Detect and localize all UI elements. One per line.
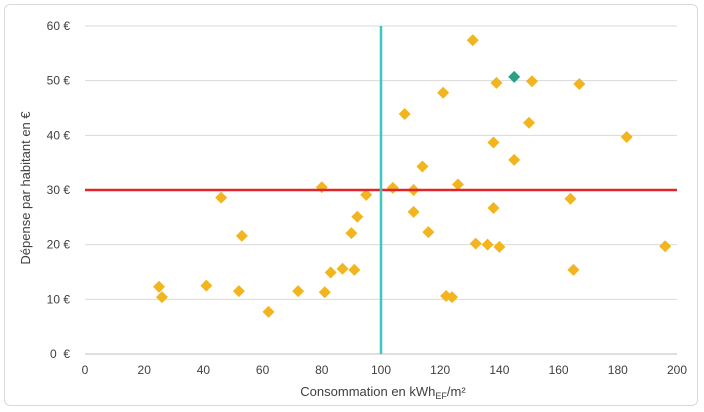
data-point: [481, 238, 494, 251]
x-tick-label: 100: [371, 363, 391, 377]
x-tick-label: 80: [315, 363, 329, 377]
data-point: [466, 34, 479, 47]
x-axis-label-suffix: /m²: [447, 384, 466, 399]
data-point: [315, 181, 328, 194]
y-tick-label: 20 €: [47, 238, 71, 252]
data-point: [446, 291, 459, 304]
data-point: [523, 116, 535, 129]
data-point: [386, 181, 399, 194]
data-point: [360, 188, 373, 201]
data-point: [153, 280, 165, 293]
y-tick-label: 50 €: [47, 74, 71, 88]
y-axis-label: Dépense par habitant en €: [18, 111, 33, 265]
y-tick-label: 30 €: [47, 183, 71, 197]
data-point: [567, 263, 580, 276]
y-axis-ticks: 0 € 10 € 20 € 30 € 40 € 50 € 60 €: [47, 19, 71, 361]
y-tick-label: 0 €: [50, 347, 70, 361]
y-tick-label: 60 €: [47, 19, 71, 33]
x-tick-label: 20: [138, 363, 152, 377]
data-point: [573, 77, 586, 90]
chart-frame: [4, 4, 698, 406]
data-point: [487, 202, 500, 215]
highlighted-data-point: [508, 70, 521, 83]
data-point: [235, 229, 248, 242]
data-point: [659, 240, 672, 253]
x-tick-label: 40: [197, 363, 211, 377]
data-point: [262, 305, 275, 318]
data-point: [490, 76, 503, 89]
data-point: [525, 75, 538, 88]
data-point: [200, 279, 213, 292]
x-tick-label: 0: [82, 363, 89, 377]
x-axis-label: Consommation en kWhEF/m²: [300, 384, 466, 401]
data-point: [324, 266, 337, 279]
data-points: [153, 34, 672, 318]
data-point: [345, 227, 358, 240]
data-point: [451, 178, 464, 191]
data-point: [407, 205, 420, 218]
data-point: [620, 130, 633, 143]
reference-lines: [85, 26, 677, 354]
data-point: [564, 192, 577, 205]
y-tick-label: 10 €: [47, 292, 71, 306]
x-axis-label-prefix: Consommation en kWh: [300, 384, 435, 399]
data-point: [348, 263, 361, 276]
data-point: [398, 108, 411, 121]
data-point: [292, 285, 305, 298]
data-point: [155, 291, 168, 304]
x-tick-label: 200: [667, 363, 687, 377]
data-point: [487, 136, 500, 149]
data-point: [493, 240, 506, 253]
data-point: [336, 262, 349, 275]
data-point: [437, 86, 450, 99]
x-tick-label: 160: [549, 363, 569, 377]
data-point: [508, 153, 521, 166]
x-tick-label: 180: [608, 363, 628, 377]
x-tick-label: 140: [489, 363, 509, 377]
data-point: [232, 285, 245, 298]
data-point: [215, 191, 228, 204]
x-axis-label-subscript: EF: [435, 391, 447, 401]
x-tick-label: 60: [256, 363, 270, 377]
data-point: [422, 226, 435, 239]
data-point: [351, 210, 364, 223]
x-axis-ticks: 0 20 40 60 80 100 120 140 160 180 200: [82, 363, 688, 377]
y-tick-label: 40 €: [47, 128, 71, 142]
data-point: [318, 286, 331, 299]
x-tick-label: 120: [430, 363, 450, 377]
data-point: [416, 160, 429, 173]
data-point: [469, 237, 482, 250]
